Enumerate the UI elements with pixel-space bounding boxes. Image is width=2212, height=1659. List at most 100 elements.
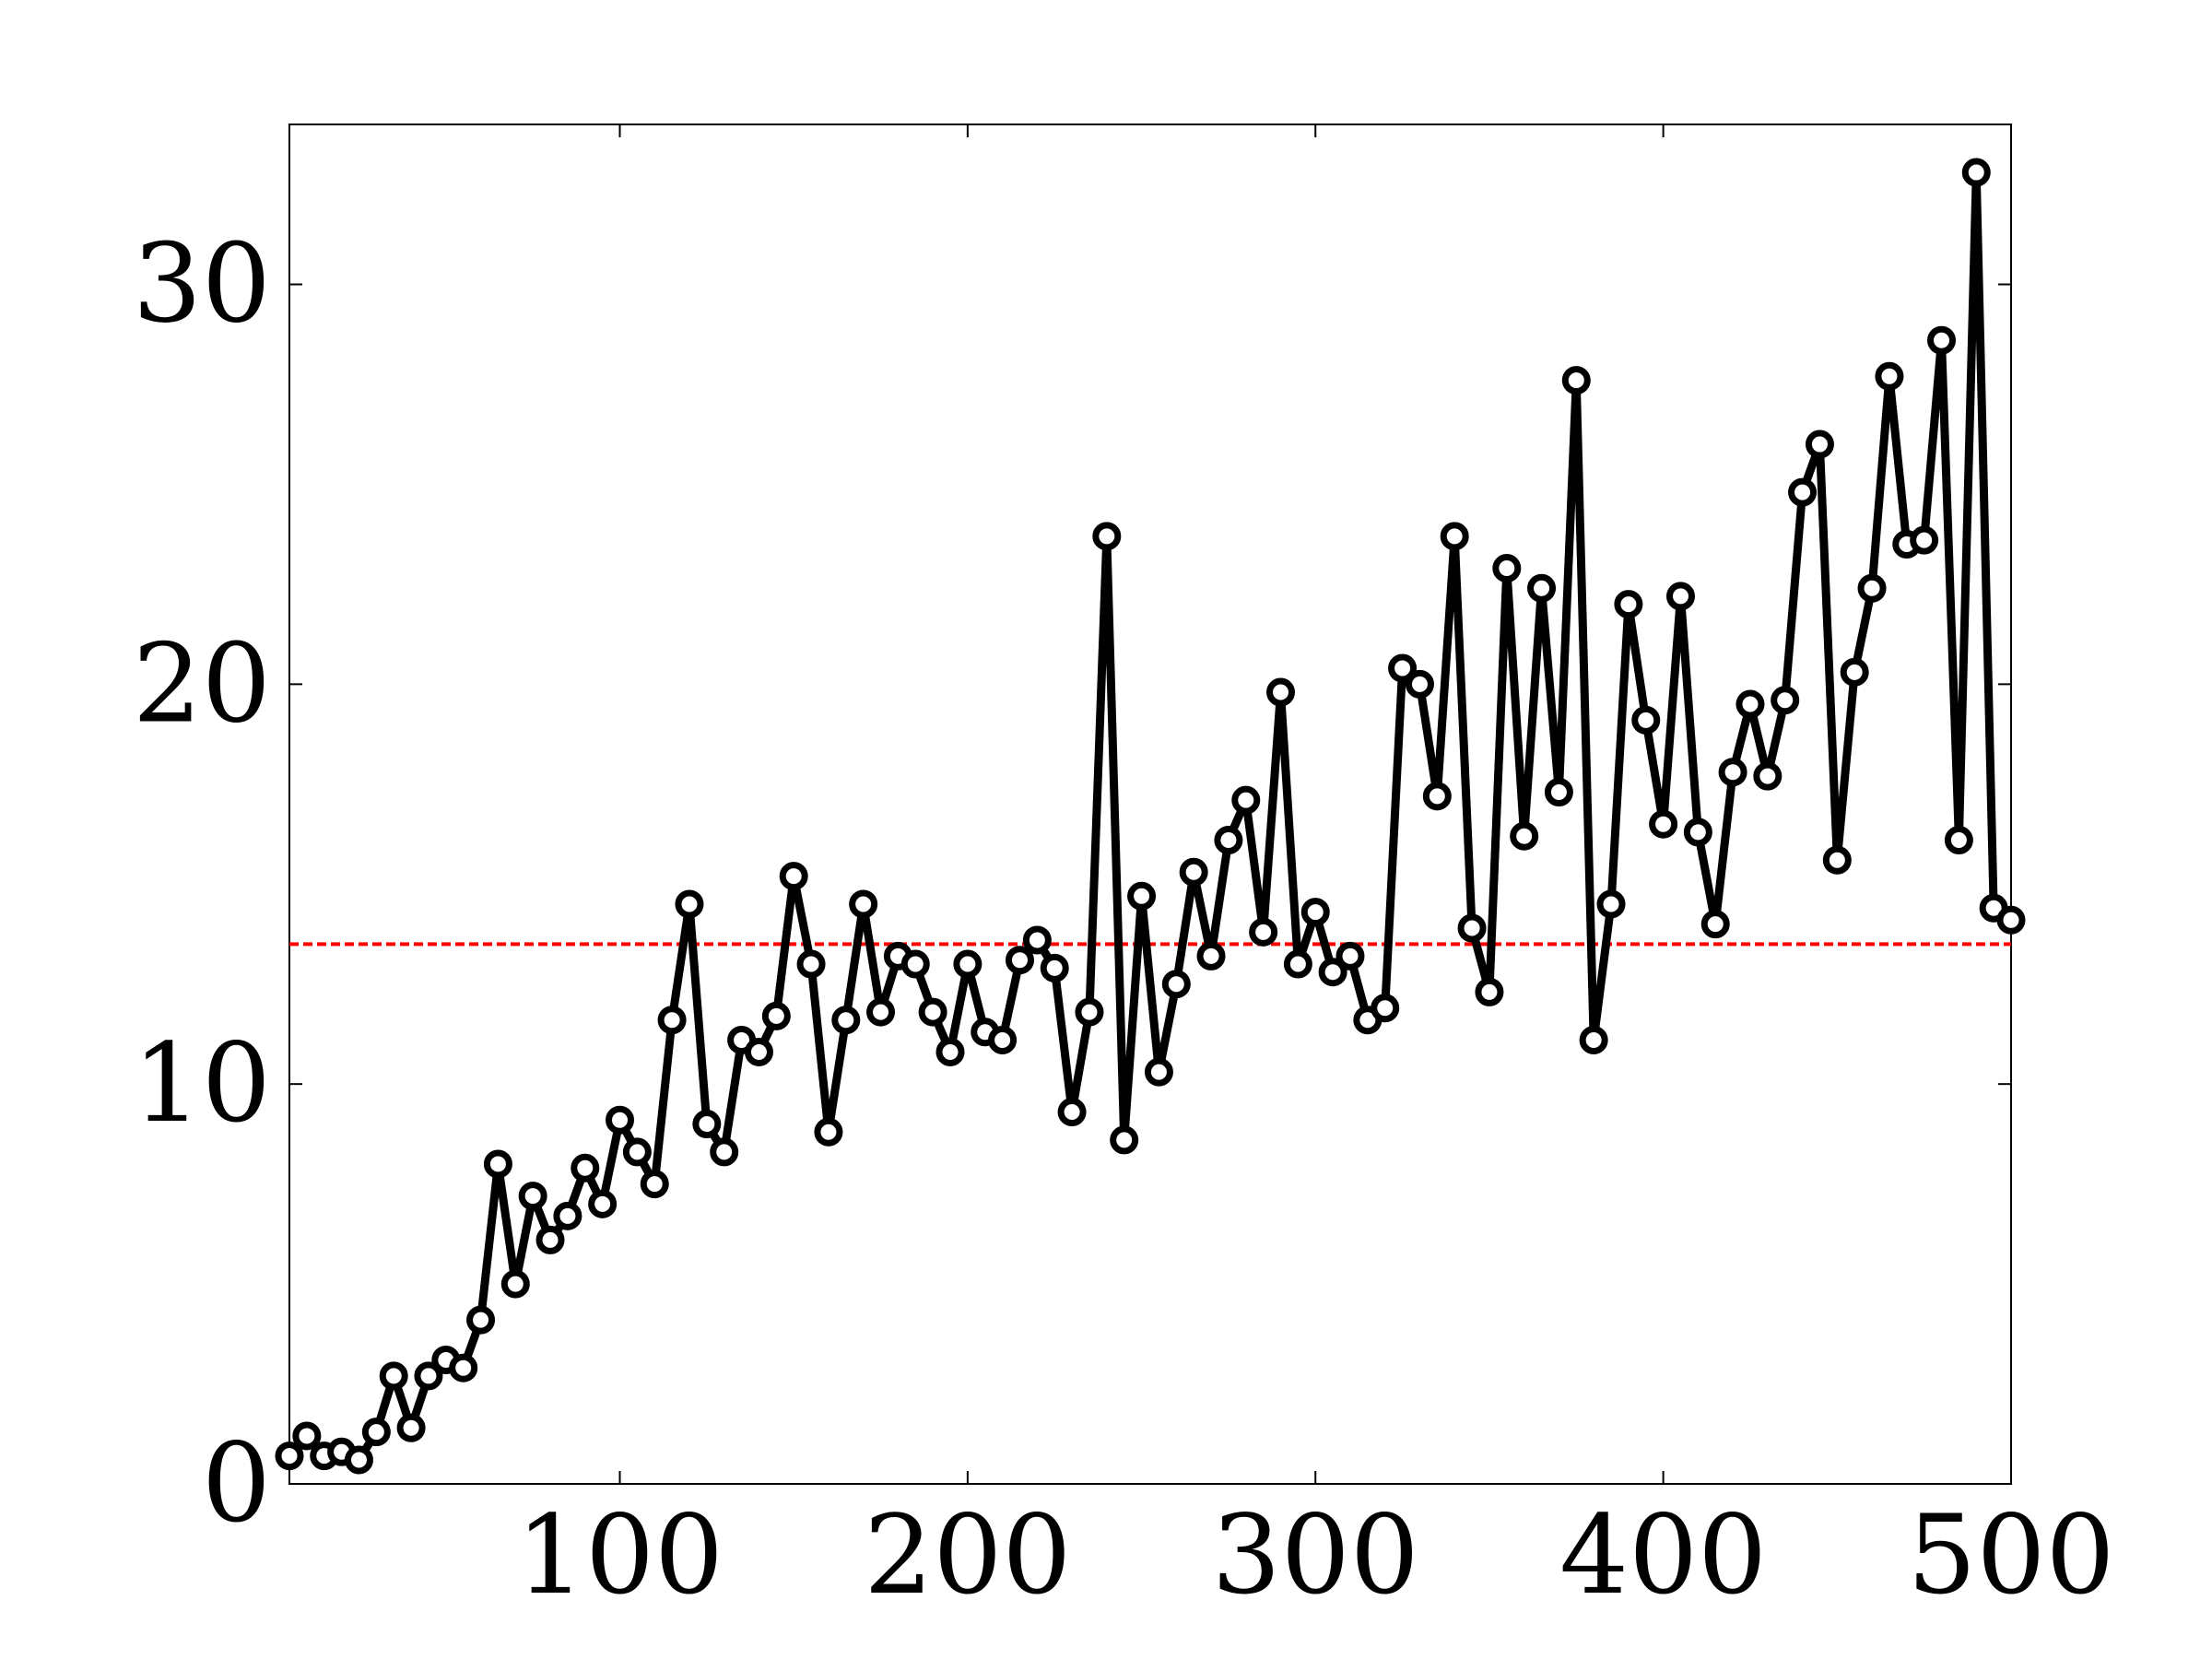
data-point [396,1413,426,1442]
data-point [1405,669,1434,699]
data-point [710,1137,739,1167]
x-tick-label: 400 [1559,1491,1767,1618]
data-point [796,949,826,979]
data-point [814,1117,843,1147]
data-point [953,949,982,979]
data-point [1649,809,1678,839]
data-point [1631,705,1661,735]
x-tick-label: 100 [516,1491,724,1618]
data-point [1422,782,1452,811]
data-point [483,1149,512,1179]
plot-area-frame [288,124,2012,1485]
data-point [518,1182,547,1211]
data-point [831,1006,861,1035]
data-point [900,949,930,979]
data-point [1335,941,1365,971]
data-point [1127,881,1157,911]
data-point [1822,845,1852,875]
data-point [1371,994,1400,1023]
data-point [1561,366,1591,395]
data-point [761,1001,791,1030]
data-point [1840,657,1869,687]
data-point [1092,522,1122,551]
x-tick-label: 200 [864,1491,1071,1618]
data-point [1057,1098,1087,1127]
data-point [1231,785,1261,815]
axis-ticks [289,124,2012,1485]
data-point [1788,477,1818,507]
data-point [466,1305,496,1335]
axis-tick-labels: 100 200 300 400 500 0 10 20 30 [133,220,2115,1618]
data-point [1683,818,1712,847]
data-point [1179,857,1208,887]
data-point [1857,573,1887,603]
data-point [1475,977,1504,1006]
data-point [1492,554,1522,583]
data-point [1161,970,1191,999]
data-point [1318,958,1347,987]
data-point [1110,1125,1139,1155]
data-point [1388,653,1418,683]
data-point [1944,826,1973,855]
data-point [553,1201,582,1230]
data-point [606,1105,635,1135]
data-point [988,1025,1018,1054]
data-point [571,1153,600,1182]
data-point [692,1110,722,1139]
data-point [1927,325,1957,355]
data-point [1735,689,1765,719]
data-point [622,1137,652,1167]
data-point [675,889,704,919]
y-tick-label: 30 [133,220,271,347]
data-point [1700,910,1730,939]
data-point [588,1189,618,1218]
data-point [449,1353,478,1382]
data-point [500,1269,530,1299]
data-point [1544,777,1573,806]
data-point [744,1037,773,1066]
data-point [1875,361,1904,391]
y-tick-label: 10 [133,1019,271,1147]
data-point [1910,525,1939,555]
data-point [1527,573,1557,603]
data-point [1718,758,1747,787]
data-point [1022,925,1052,955]
data-point [849,889,878,919]
data-point [1214,826,1243,855]
data-point [275,1441,304,1471]
data-point [344,1445,373,1475]
data-point [1440,522,1469,551]
data-point [1249,917,1278,947]
x-tick-label: 300 [1212,1491,1419,1618]
data-point [361,1418,391,1447]
data-point [1196,941,1226,971]
data-point [1996,905,2026,935]
y-tick-label: 0 [202,1419,271,1547]
data-point [1596,889,1626,919]
data-point [1266,677,1296,707]
data-point [1614,590,1643,619]
data-point [535,1225,565,1254]
series-line [286,168,2014,1465]
data-point [918,997,947,1027]
x-tick-label: 500 [1907,1491,2114,1618]
series-layer [275,158,2026,1475]
data-point [379,1361,408,1391]
y-tick-label: 20 [133,619,271,747]
data-point [935,1037,965,1066]
data-point [1753,761,1783,791]
data-point [1075,997,1104,1027]
data-point [779,862,808,891]
data-point [1040,953,1069,982]
data-point [1665,582,1695,611]
data-point [1300,898,1330,927]
data-point [292,1421,322,1451]
data-point [414,1361,443,1391]
data-point [866,997,896,1027]
data-point [1771,686,1800,715]
data-point [1005,946,1034,975]
data-point [1144,1057,1173,1087]
data-point [1805,429,1834,459]
data-point [1579,1025,1608,1054]
